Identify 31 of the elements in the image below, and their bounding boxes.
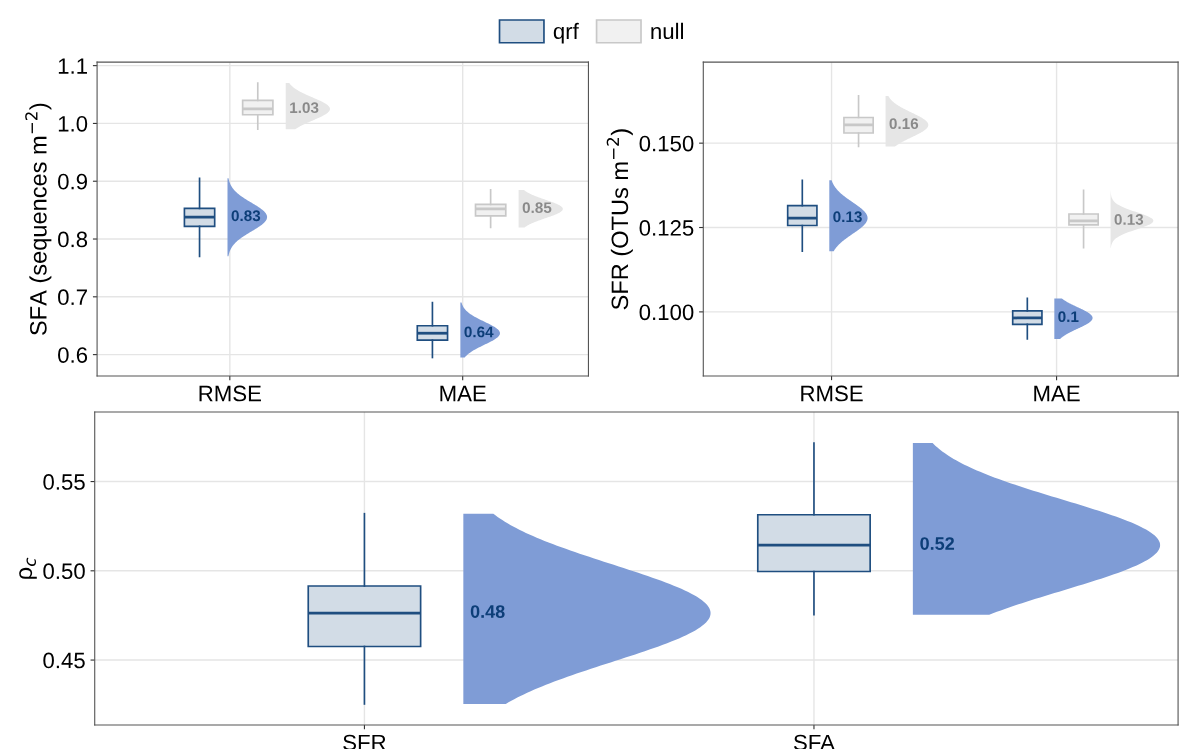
y-axis-title: SFA (sequences m$^{−2}$)	[25, 103, 52, 335]
y-tick-label: 0.50	[43, 563, 85, 580]
y-tick-label: 0.9	[58, 173, 88, 190]
y-tick-label: 0.125	[639, 220, 694, 236]
text: 0.83	[231, 210, 261, 222]
y-tick-label: 0.45	[43, 652, 85, 669]
y-axis-title: ρ$_{c}$	[19, 557, 37, 579]
y-tick-label: 0.6	[58, 347, 88, 363]
text: 0.52	[920, 537, 955, 550]
y-tick-label: 0.8	[58, 231, 88, 248]
y-tick-label: 0.7	[58, 289, 87, 306]
y-tick-label: 0.55	[43, 474, 85, 490]
text: 0.13	[833, 211, 862, 223]
text: 0.85	[522, 202, 552, 214]
legend-label: qrf	[553, 22, 579, 44]
text: 0.13	[1114, 214, 1144, 225]
y-tick-label: 1.0	[58, 115, 88, 132]
text: 0.1	[1058, 311, 1079, 323]
x-tick-label: RMSE	[801, 385, 863, 402]
y-tick-label: 1.1	[58, 58, 87, 74]
text: 0.16	[889, 118, 919, 130]
text: 0.64	[464, 326, 494, 338]
y-axis-title: SFR (OTUs m$^{−2}$)	[606, 129, 633, 310]
x-tick-label: RMSE	[199, 385, 261, 402]
text: 0.48	[470, 605, 505, 618]
y-tick-label: 0.100	[639, 304, 694, 321]
y-tick-label: 0.150	[639, 135, 694, 152]
x-tick-label: MAE	[440, 385, 486, 402]
text: 1.03	[290, 102, 319, 114]
legend-label: null	[651, 22, 683, 40]
x-tick-label: MAE	[1034, 385, 1080, 402]
